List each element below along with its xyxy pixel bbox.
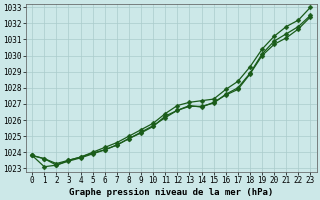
- X-axis label: Graphe pression niveau de la mer (hPa): Graphe pression niveau de la mer (hPa): [69, 188, 274, 197]
